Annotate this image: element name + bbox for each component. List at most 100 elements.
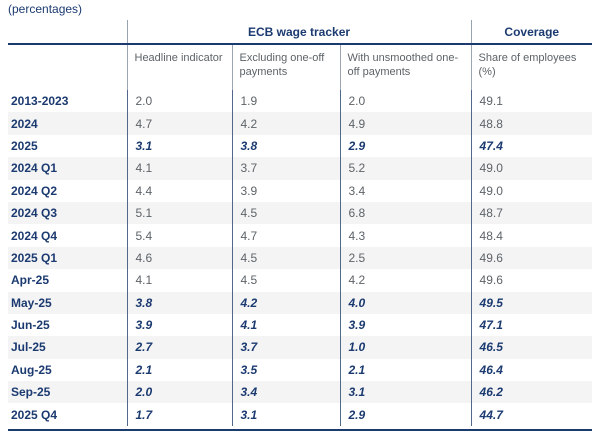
- cell-excluding-one-off: 4.2: [231, 112, 340, 135]
- wage-tracker-table: ECB wage tracker Coverage Headline indic…: [8, 20, 593, 426]
- cell-excluding-one-off: 1.9: [231, 90, 340, 113]
- table-body: 2013-2023 2.0 1.9 2.0 49.1 2024 4.7 4.2 4.9 48.8 2…: [8, 90, 593, 426]
- cell-coverage-share: 49.5: [470, 291, 593, 314]
- cell-headline: 3.8: [126, 291, 232, 314]
- cell-coverage-share: 49.0: [470, 157, 593, 180]
- cell-coverage-share: 49.6: [470, 246, 593, 270]
- table-row: 2025 3.1 3.8 2.9 47.4: [8, 134, 593, 158]
- cell-with-unsmoothed-one-off: 1.0: [339, 336, 472, 359]
- cell-headline: 4.6: [126, 246, 232, 270]
- cell-headline: 3.1: [126, 134, 232, 158]
- table-row: 2024 Q4 5.4 4.7 4.3 48.4: [8, 224, 593, 247]
- group-header-spacer: [8, 20, 127, 45]
- table-row: Aug-25 2.1 3.5 2.1 46.4: [8, 358, 593, 382]
- cell-coverage-share: 46.2: [470, 381, 593, 404]
- cell-with-unsmoothed-one-off: 2.1: [339, 358, 472, 382]
- cell-headline: 1.7: [126, 403, 232, 426]
- cell-headline: 5.4: [126, 224, 232, 247]
- cell-headline: 4.1: [126, 157, 232, 180]
- cell-coverage-share: 47.4: [470, 134, 593, 158]
- column-header-share-of-employees: Share of employees (%): [470, 44, 593, 90]
- group-header-row: ECB wage tracker Coverage: [8, 20, 593, 45]
- table-row: 2025 Q1 4.6 4.5 2.5 49.6: [8, 246, 593, 270]
- row-label: 2025 Q4: [11, 407, 58, 422]
- row-label: 2024 Q2: [11, 183, 58, 198]
- cell-excluding-one-off: 4.7: [231, 224, 340, 247]
- cell-coverage-share: 49.1: [470, 90, 593, 113]
- table-row: 2025 Q4 1.7 3.1 2.9 44.7: [8, 403, 593, 426]
- cell-coverage-share: 49.0: [470, 179, 593, 202]
- cell-headline: 2.7: [126, 336, 232, 359]
- cell-coverage-share: 46.5: [470, 336, 593, 359]
- column-header-row: Headline indicator Excluding one-off pay…: [8, 44, 593, 90]
- cell-coverage-share: 44.7: [470, 403, 593, 426]
- cell-with-unsmoothed-one-off: 2.9: [339, 134, 472, 158]
- table-row: Sep-25 2.0 3.4 3.1 46.2: [8, 381, 593, 404]
- column-header-headline-indicator: Headline indicator: [126, 44, 232, 90]
- cell-with-unsmoothed-one-off: 4.0: [339, 291, 472, 314]
- cell-excluding-one-off: 4.5: [231, 201, 340, 225]
- table-row: Apr-25 4.1 4.5 4.2 49.6: [8, 269, 593, 292]
- cell-excluding-one-off: 3.1: [231, 403, 340, 426]
- cell-excluding-one-off: 4.5: [231, 246, 340, 270]
- cell-with-unsmoothed-one-off: 4.2: [339, 269, 472, 292]
- cell-coverage-share: 49.6: [470, 269, 593, 292]
- cell-with-unsmoothed-one-off: 2.0: [339, 90, 472, 113]
- row-label: Aug-25: [11, 362, 52, 377]
- cell-headline: 4.4: [126, 179, 232, 202]
- row-label: 2024 Q3: [11, 206, 58, 221]
- table-row: 2024 Q1 4.1 3.7 5.2 49.0: [8, 157, 593, 180]
- cell-with-unsmoothed-one-off: 4.9: [339, 112, 472, 135]
- table-row: Jun-25 3.9 4.1 3.9 47.1: [8, 313, 593, 337]
- cell-headline: 2.1: [126, 358, 232, 382]
- cell-with-unsmoothed-one-off: 3.9: [339, 313, 472, 337]
- row-label: Apr-25: [11, 273, 50, 288]
- cell-headline: 2.0: [126, 90, 232, 113]
- table-row: 2013-2023 2.0 1.9 2.0 49.1: [8, 90, 593, 113]
- table-row: Jul-25 2.7 3.7 1.0 46.5: [8, 336, 593, 359]
- table-row: May-25 3.8 4.2 4.0 49.5: [8, 291, 593, 314]
- cell-with-unsmoothed-one-off: 2.9: [339, 403, 472, 426]
- cell-excluding-one-off: 3.7: [231, 336, 340, 359]
- cell-with-unsmoothed-one-off: 3.1: [339, 381, 472, 404]
- cell-coverage-share: 48.4: [470, 224, 593, 247]
- row-label: May-25: [11, 295, 52, 310]
- table-row: 2024 4.7 4.2 4.9 48.8: [8, 112, 593, 135]
- cell-with-unsmoothed-one-off: 3.4: [339, 179, 472, 202]
- row-label: 2025: [11, 138, 38, 153]
- cell-excluding-one-off: 3.9: [231, 179, 340, 202]
- cell-headline: 4.7: [126, 112, 232, 135]
- bottom-rule: [8, 429, 592, 431]
- column-header-period: [8, 44, 127, 90]
- cell-with-unsmoothed-one-off: 2.5: [339, 246, 472, 270]
- cell-headline: 3.9: [126, 313, 232, 337]
- units-caption: (percentages): [8, 2, 83, 16]
- row-label: Sep-25: [11, 385, 51, 400]
- row-label: 2024 Q1: [11, 161, 58, 176]
- column-header-excluding-one-off: Excluding one-off payments: [231, 44, 340, 90]
- cell-with-unsmoothed-one-off: 4.3: [339, 224, 472, 247]
- table-header: ECB wage tracker Coverage Headline indic…: [8, 20, 593, 90]
- cell-headline: 4.1: [126, 269, 232, 292]
- cell-coverage-share: 48.8: [470, 112, 593, 135]
- cell-excluding-one-off: 4.5: [231, 269, 340, 292]
- cell-excluding-one-off: 3.5: [231, 358, 340, 382]
- table-row: 2024 Q2 4.4 3.9 3.4 49.0: [8, 179, 593, 202]
- cell-coverage-share: 46.4: [470, 358, 593, 382]
- cell-excluding-one-off: 3.7: [231, 157, 340, 180]
- group-header-coverage: Coverage: [470, 20, 593, 45]
- cell-with-unsmoothed-one-off: 6.8: [339, 201, 472, 225]
- row-label: 2024 Q4: [11, 228, 58, 243]
- cell-excluding-one-off: 3.8: [231, 134, 340, 158]
- cell-coverage-share: 47.1: [470, 313, 593, 337]
- cell-with-unsmoothed-one-off: 5.2: [339, 157, 472, 180]
- group-header-ecb-wage-tracker: ECB wage tracker: [126, 20, 472, 45]
- table-row: 2024 Q3 5.1 4.5 6.8 48.7: [8, 201, 593, 225]
- row-label: Jun-25: [11, 318, 50, 333]
- row-label: 2013-2023: [11, 94, 69, 109]
- row-label: Jul-25: [11, 340, 46, 355]
- cell-headline: 5.1: [126, 201, 232, 225]
- row-label: 2025 Q1: [11, 250, 58, 265]
- cell-headline: 2.0: [126, 381, 232, 404]
